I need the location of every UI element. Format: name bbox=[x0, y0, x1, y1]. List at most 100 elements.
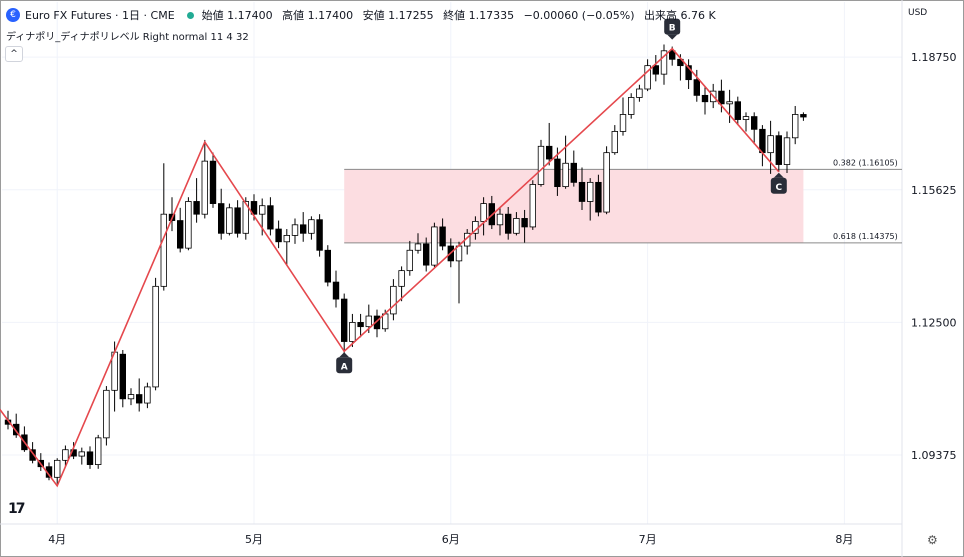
candle-body-22 bbox=[185, 201, 192, 249]
candle-body-31 bbox=[258, 205, 266, 215]
candle-body-78 bbox=[644, 65, 651, 90]
pivot-pointer-A bbox=[339, 352, 350, 358]
candle-body-69 bbox=[570, 162, 577, 183]
open-value: 始値 1.17400 bbox=[201, 9, 273, 22]
fib-level-label-0: 0.382 (1.16105) bbox=[833, 158, 898, 167]
candle-body-67 bbox=[554, 158, 561, 188]
candle-body-35 bbox=[291, 224, 299, 236]
pivot-badge-A bbox=[336, 357, 353, 374]
candle-body-3 bbox=[29, 449, 36, 461]
candle-body-42 bbox=[349, 322, 356, 342]
candle-body-34 bbox=[283, 235, 290, 243]
candle-body-38 bbox=[316, 219, 323, 251]
candle-body-28 bbox=[234, 207, 241, 234]
x-tick-label-3: 7月 bbox=[639, 533, 657, 546]
candle-body-47 bbox=[390, 285, 397, 315]
candle-body-72 bbox=[595, 181, 602, 213]
y-tick-label-0: 1.09375 bbox=[911, 449, 957, 462]
candle-body-48 bbox=[398, 270, 405, 287]
candle-body-70 bbox=[578, 181, 586, 202]
fib-level-label-1: 0.618 (1.14375) bbox=[833, 232, 898, 241]
pivot-pointer-C bbox=[773, 172, 784, 178]
candle-body-83 bbox=[685, 65, 692, 81]
candle-body-61 bbox=[504, 213, 512, 234]
candle-body-68 bbox=[562, 162, 569, 188]
collapse-chevron-icon[interactable]: ^ bbox=[5, 46, 23, 62]
candle-body-94 bbox=[775, 135, 782, 165]
candle-body-45 bbox=[373, 315, 381, 330]
candle-body-12 bbox=[103, 389, 110, 439]
y-tick-label-3: 1.18750 bbox=[911, 51, 957, 64]
candle-body-29 bbox=[242, 201, 249, 234]
candle-body-71 bbox=[587, 181, 594, 202]
candle-body-32 bbox=[267, 205, 274, 230]
symbol-title[interactable]: Euro FX Futures · 1日 · CME bbox=[25, 9, 175, 22]
pivot-badge-B bbox=[664, 18, 681, 35]
candle-body-16 bbox=[135, 394, 143, 404]
candle-body-19 bbox=[160, 213, 167, 287]
pivot-marker-A: A bbox=[336, 352, 353, 374]
candle-body-1 bbox=[12, 423, 20, 436]
candle-body-84 bbox=[693, 79, 700, 96]
candle-body-85 bbox=[701, 94, 709, 103]
y-tick-label-2: 1.15625 bbox=[911, 184, 957, 197]
pivot-label-A: A bbox=[341, 362, 348, 372]
candle-body-39 bbox=[324, 249, 331, 283]
market-status-icon bbox=[186, 11, 194, 19]
x-tick-label-0: 4月 bbox=[48, 533, 66, 546]
candle-body-87 bbox=[718, 90, 725, 105]
candle-body-77 bbox=[636, 88, 643, 98]
candle-body-89 bbox=[734, 101, 741, 120]
candle-body-41 bbox=[340, 298, 348, 342]
pivot-label-C: C bbox=[775, 183, 782, 193]
zigzag-line bbox=[0, 47, 780, 488]
candle-body-43 bbox=[357, 322, 364, 328]
candle-body-79 bbox=[652, 65, 659, 75]
pivot-marker-B: B bbox=[664, 18, 681, 40]
candle-body-90 bbox=[742, 116, 750, 120]
gear-icon[interactable]: ⚙ bbox=[927, 533, 938, 547]
candle-body-65 bbox=[537, 145, 545, 185]
candle-body-97 bbox=[800, 114, 807, 118]
y-tick-label-1: 1.12500 bbox=[911, 316, 957, 329]
candle-body-40 bbox=[332, 281, 340, 300]
pivot-pointer-B bbox=[667, 34, 678, 40]
candle-body-30 bbox=[250, 201, 258, 215]
pivot-marker-C: C bbox=[770, 172, 787, 194]
x-tick-label-1: 5月 bbox=[245, 533, 263, 546]
candle-body-36 bbox=[299, 224, 307, 234]
candle-body-27 bbox=[226, 207, 233, 234]
close-value: 終値 1.17335 bbox=[443, 9, 515, 22]
change-value: −0.00060 (−0.05%) bbox=[523, 9, 635, 22]
candle-body-60 bbox=[496, 213, 504, 226]
candle-body-76 bbox=[628, 97, 635, 115]
candle-body-63 bbox=[521, 218, 528, 228]
currency-label[interactable]: USD bbox=[908, 8, 928, 18]
low-value: 安値 1.17255 bbox=[362, 9, 434, 22]
candle-body-44 bbox=[365, 315, 372, 328]
candle-body-93 bbox=[767, 135, 774, 154]
indicator-label[interactable]: ディナポリ_ディナポリレベル Right normal 11 4 32 bbox=[6, 32, 249, 43]
candle-body-66 bbox=[546, 145, 553, 160]
candle-body-26 bbox=[217, 203, 225, 234]
candle-body-21 bbox=[176, 220, 184, 249]
candle-body-6 bbox=[54, 459, 61, 478]
candle-body-7 bbox=[62, 449, 69, 461]
candle-body-9 bbox=[78, 451, 85, 457]
candle-body-51 bbox=[422, 243, 430, 266]
volume-value: 出来高 6.76 K bbox=[644, 9, 716, 22]
candle-body-23 bbox=[193, 201, 200, 215]
candle-body-95 bbox=[783, 137, 791, 165]
candle-body-80 bbox=[660, 50, 668, 75]
high-value: 高値 1.17400 bbox=[282, 9, 354, 22]
tradingview-logo[interactable]: 17 bbox=[8, 501, 26, 517]
x-tick-label-4: 8月 bbox=[835, 533, 853, 546]
x-tick-label-2: 6月 bbox=[442, 533, 460, 546]
candle-body-24 bbox=[201, 160, 208, 215]
candle-body-81 bbox=[669, 50, 676, 60]
candle-body-49 bbox=[406, 249, 413, 272]
pivot-badge-C bbox=[770, 177, 787, 194]
candle-body-15 bbox=[127, 394, 135, 400]
candle-body-75 bbox=[619, 114, 627, 132]
